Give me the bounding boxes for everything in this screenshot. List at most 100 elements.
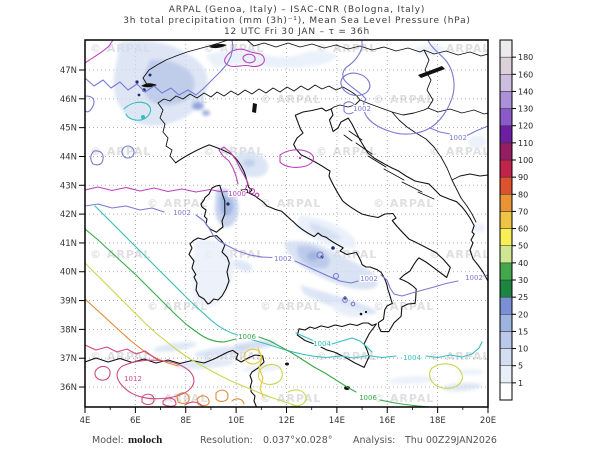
footer: Model: moloch Resolution: 0.037°x0.028° …	[92, 434, 497, 446]
isobar-1004	[94, 101, 483, 359]
isobar-1010-yellow	[243, 347, 264, 398]
colorbar-segment	[499, 194, 513, 212]
isobar-1008	[85, 262, 463, 407]
border-alps	[157, 84, 361, 164]
colorbar-tick-label: 5	[518, 362, 523, 371]
colorbar-segment	[499, 331, 513, 349]
colorbar-tick-label: 30	[518, 276, 528, 285]
arpal-watermark: © ARPAL	[429, 248, 490, 261]
lake-constance	[209, 43, 227, 49]
colorbar-segment	[499, 142, 513, 161]
lat-tick-label: 47N	[60, 66, 77, 76]
lat-tick-label: 36N	[60, 383, 77, 393]
axis-longitude: 4E 6E 8E 10E 12E 14E 16E 18E 20E	[80, 407, 496, 426]
model-value: moloch	[128, 434, 162, 446]
island-pantelleria	[285, 362, 289, 366]
colorbar-segment	[499, 39, 513, 58]
isobar-value-label: 1002	[360, 275, 378, 283]
coast-italy-peninsula	[175, 107, 451, 333]
resolution-label: Resolution:	[200, 435, 253, 446]
colorbar-segment	[499, 125, 513, 144]
lat-tick-label: 37N	[60, 354, 77, 364]
isobar-value-label: 1002	[465, 274, 483, 282]
lat-tick-label: 42N	[60, 210, 77, 220]
arpal-watermark: © ARPAL	[373, 197, 434, 210]
colorbar-segment	[499, 262, 513, 281]
lon-tick-label: 8E	[180, 416, 191, 426]
colorbar-segment	[499, 159, 513, 178]
isobar-value-label: 1006	[359, 394, 377, 402]
island-malta	[344, 386, 350, 390]
colorbar-segment	[499, 245, 513, 264]
colorbar-tick-label: 160	[518, 70, 533, 79]
colorbar-tick-label: 20	[518, 310, 528, 319]
arpal-watermark: © ARPAL	[90, 248, 151, 261]
coastline-layer	[85, 40, 488, 407]
colorbar-tick-label: 60	[518, 225, 528, 234]
colorbar-tick-label: 80	[518, 190, 528, 199]
colorbar-frame	[499, 39, 513, 401]
lat-tick-label: 45N	[60, 124, 77, 134]
arpal-watermark: © ARPAL	[486, 93, 547, 106]
colorbar-tick-label: 180	[518, 53, 533, 62]
isobar-value-label: 1012	[124, 375, 142, 383]
arpal-watermark: © ARPAL	[373, 93, 434, 106]
lake-balaton	[418, 66, 445, 78]
lat-tick-label: 41N	[60, 239, 77, 249]
lat-tick-label: 39N	[60, 297, 77, 307]
lat-tick-label: 40N	[60, 268, 77, 278]
colorbar-tick-label: 120	[518, 122, 533, 131]
colorbar-tick-label: 25	[518, 293, 528, 302]
isobar-value-label: 1002	[449, 134, 467, 142]
isobar-1012	[85, 344, 204, 407]
border-slovenia-croatia	[359, 99, 429, 116]
lon-tick-label: 4E	[80, 416, 91, 426]
border-bosnia-serbia	[451, 173, 488, 181]
analysis-value: Thu 00Z29JAN2026	[404, 435, 497, 446]
analysis-label: Analysis:	[353, 435, 395, 446]
colorbar-tick-label: 15	[518, 327, 528, 336]
colorbar-tick-label: 130	[518, 105, 533, 114]
lat-tick-label: 43N	[60, 181, 77, 191]
colorbar-segment	[499, 91, 513, 109]
arpal-watermark: © ARPAL	[486, 392, 547, 405]
lake-garda	[252, 103, 257, 113]
border-switzerland	[142, 40, 229, 87]
colorbar-tick-label: 100	[518, 156, 533, 165]
arpal-watermark: © ARPAL	[260, 197, 321, 210]
resolution-value: 0.037°x0.028°	[263, 435, 333, 446]
colorbar-segment	[499, 211, 513, 229]
coast-sardinia	[188, 235, 230, 305]
coast-corsica	[200, 184, 226, 233]
colorbar-tick-label: 70	[518, 207, 528, 216]
colorbar: 1510152025304050607080901001101201301401…	[499, 39, 533, 401]
title-line-1: ARPAL (Genoa, Italy) – ISAC-CNR (Bologna…	[169, 5, 426, 15]
lon-tick-label: 14E	[329, 416, 345, 426]
title-line-2: 3h total precipitation (mm (3h)⁻¹), Mean…	[123, 16, 470, 26]
colorbar-tick-label: 50	[518, 242, 528, 251]
lon-tick-label: 18E	[430, 416, 446, 426]
isobar-value-label: 1002	[173, 209, 191, 217]
arpal-watermark: © ARPAL	[260, 93, 321, 106]
colorbar-segment	[499, 56, 513, 75]
arpal-watermark: © ARPAL	[486, 197, 547, 210]
island-aeolian-1	[359, 312, 363, 316]
lon-tick-label: 10E	[228, 416, 244, 426]
isobar-value-label: 1006	[238, 333, 256, 341]
arpal-watermark: © ARPAL	[316, 145, 377, 158]
coast-africa	[85, 349, 265, 407]
arpal-watermark: © ARPAL	[486, 300, 547, 313]
colorbar-segment	[499, 279, 513, 298]
arpal-watermark: © ARPAL	[260, 300, 321, 313]
axis-latitude: 47N 46N 45N 44N 43N 42N 41N 40N 39N 38N 37N 36N	[60, 66, 85, 393]
isobar-value-label: 1002	[274, 255, 292, 263]
isobar-labels: 1000 1002 1002 1002 1002 1002 1002 1004 1004 1006…	[123, 104, 484, 403]
arpal-watermark: © ARPAL	[260, 392, 321, 405]
coast-sicily	[296, 322, 377, 368]
isobar-value-label: 1004	[313, 340, 331, 348]
border-austria-north	[246, 40, 488, 57]
colorbar-segment	[499, 365, 513, 384]
lakes-layer	[141, 43, 445, 390]
